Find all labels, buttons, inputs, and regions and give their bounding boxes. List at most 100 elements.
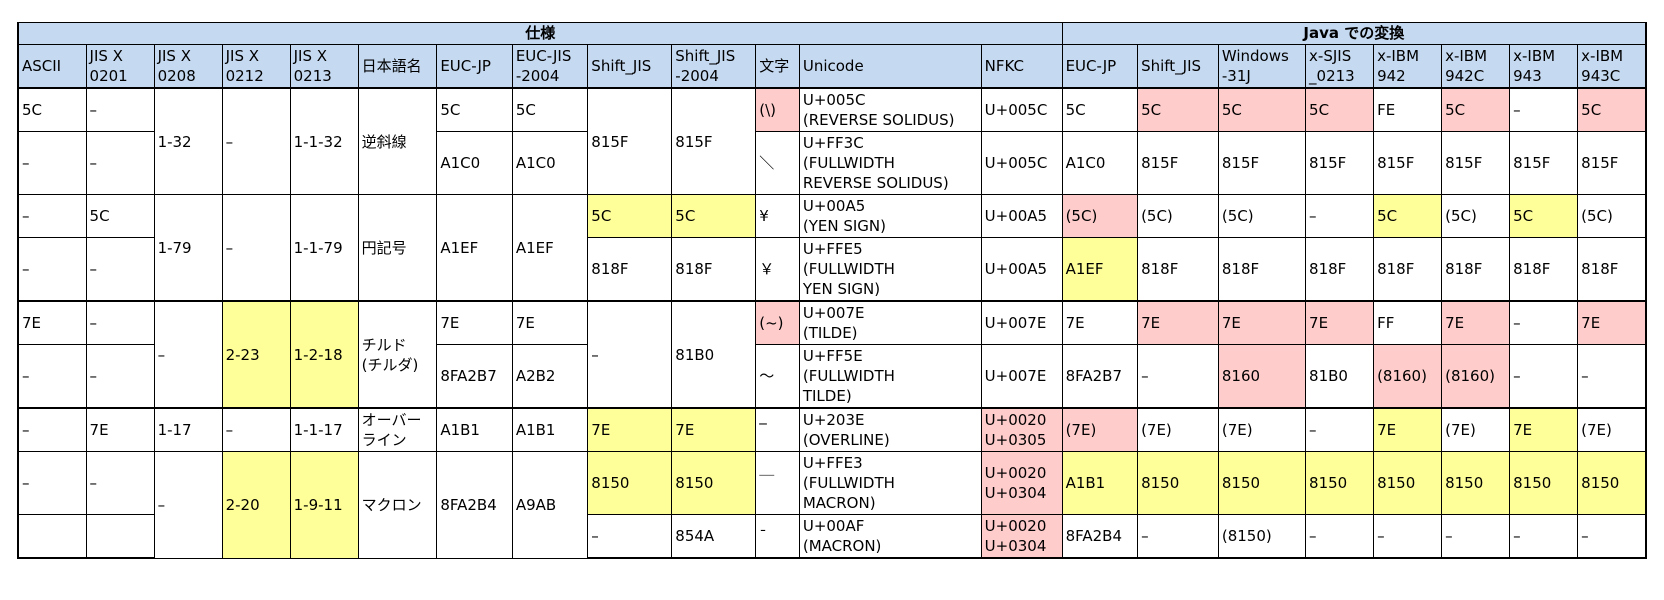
cell-shift-jis-2004: 81B0 <box>671 300 757 409</box>
column-header-row: ASCII JIS X 0201 JIS X 0208 JIS X 0212 J… <box>16 44 1648 89</box>
cell-jisx0208: 1-79 <box>153 194 223 302</box>
cell-char: ￥ <box>755 237 800 302</box>
col-java-x-ibm943c: x-IBM 943C <box>1577 44 1648 89</box>
table-row-tilde: 7E – – 2-23 1-2-18 チルド (チルダ) 7E 7E – 81B… <box>16 300 1648 409</box>
cell-jisx0212: 2-20 <box>221 451 291 559</box>
cell-java-x-ibm942c: (5C) <box>1441 194 1511 238</box>
cell-shift-jis-2004: 818F <box>671 237 757 302</box>
cell-java-euc-jp: A1C0 <box>1061 131 1139 195</box>
cell-shift-jis-2004: 854A <box>671 514 757 559</box>
cell-java-x-ibm943c: (7E) <box>1577 407 1648 452</box>
cell-ascii: 7E <box>16 300 87 345</box>
cell-ascii: – <box>16 407 87 452</box>
cell-java-euc-jp: 7E <box>1061 300 1139 345</box>
cell-java-shift-jis: (5C) <box>1137 194 1219 238</box>
cell-jisx0201: – <box>85 131 155 195</box>
cell-java-shift-jis: 5C <box>1137 87 1219 132</box>
cell-nfkc: U+0020 U+0305 <box>980 407 1063 452</box>
cell-java-windows-31j: 7E <box>1217 300 1307 345</box>
cell-char: ～ <box>755 344 800 409</box>
cell-nfkc: U+005C <box>980 87 1063 132</box>
cell-java-x-ibm943: – <box>1509 300 1579 345</box>
cell-java-x-ibm943c: – <box>1577 344 1648 409</box>
cell-java-x-ibm942c: 815F <box>1441 131 1511 195</box>
col-char: 文字 <box>755 44 800 89</box>
table-row-reverse-solidus: 5C – 1-32 – 1-1-32 逆斜線 5C 5C 815F 815F (… <box>16 87 1648 195</box>
cell-java-x-sjis-0213: 7E <box>1305 300 1375 345</box>
cell-java-x-ibm942: 7E <box>1373 407 1443 452</box>
cell-java-euc-jp: 8FA2B7 <box>1061 344 1139 409</box>
cell-char: ¥ <box>755 194 800 238</box>
cell-ascii: – <box>16 131 87 195</box>
cell-unicode: U+00AF (MACRON) <box>798 514 982 559</box>
cell-jisx0213: 1-1-79 <box>289 194 359 302</box>
cell-java-shift-jis: – <box>1137 344 1219 409</box>
cell-java-windows-31j: 815F <box>1217 131 1307 195</box>
cell-char: ‾ <box>755 407 800 452</box>
cell-java-x-ibm942: 818F <box>1373 237 1443 302</box>
cell-ascii: 5C <box>16 87 87 132</box>
cell-euc-jp: 5C <box>436 87 513 132</box>
table-row-yen-sign: – 5C 1-79 – 1-1-79 円記号 A1EF A1EF 5C 5C ¥… <box>16 194 1648 302</box>
table-row-macron: – 854A ¯ U+00AF (MACRON) U+0020 U+0304 8… <box>16 514 1648 559</box>
cell-shift-jis: – <box>587 514 673 559</box>
col-unicode: Unicode <box>798 44 982 89</box>
table-row-fullwidth-yen-sign: – – 818F 818F ￥ U+FFE5 (FULLWIDTH YEN SI… <box>16 237 1648 302</box>
cell-jisx0201: – <box>85 87 155 132</box>
cell-shift-jis-2004: 7E <box>671 407 757 452</box>
cell-jisx0201: – <box>85 451 155 515</box>
cell-nfkc: U+0020 U+0304 <box>980 514 1063 559</box>
col-shift-jis-2004: Shift_JIS -2004 <box>671 44 757 89</box>
cell-java-x-ibm942: 815F <box>1373 131 1443 195</box>
cell-japanese-name: オーバー ライン <box>357 407 438 452</box>
cell-jisx0201 <box>85 514 155 559</box>
cell-jisx0212: – <box>221 87 291 195</box>
cell-euc-jis-2004: 5C <box>511 87 589 132</box>
cell-jisx0201: 5C <box>85 194 155 238</box>
spec-group-header: 仕様 <box>16 22 1063 45</box>
cell-unicode: U+203E (OVERLINE) <box>798 407 982 452</box>
cell-java-x-ibm942: – <box>1373 514 1443 559</box>
cell-java-x-ibm942c: 8150 <box>1441 451 1511 515</box>
cell-euc-jis-2004: A1C0 <box>511 131 589 195</box>
cell-java-euc-jp: 8FA2B4 <box>1061 514 1139 559</box>
cell-jisx0201: 7E <box>85 407 155 452</box>
cell-japanese-name: マクロン <box>357 451 438 559</box>
cell-unicode: U+FFE3 (FULLWIDTH MACRON) <box>798 451 982 515</box>
encoding-comparison-table: 仕様 Java での変換 ASCII JIS X 0201 JIS X 0208… <box>16 22 1648 559</box>
cell-ascii: – <box>16 237 87 302</box>
cell-java-x-sjis-0213: – <box>1305 514 1375 559</box>
cell-java-x-ibm942c: – <box>1441 514 1511 559</box>
cell-unicode: U+FF5E (FULLWIDTH TILDE) <box>798 344 982 409</box>
cell-java-x-sjis-0213: 81B0 <box>1305 344 1375 409</box>
cell-shift-jis: – <box>587 300 673 409</box>
cell-jisx0212: – <box>221 407 291 452</box>
table-row-fullwidth-reverse-solidus: – – A1C0 A1C0 ＼ U+FF3C (FULLWIDTH REVERS… <box>16 131 1648 195</box>
cell-jisx0208: 1-32 <box>153 87 223 195</box>
col-jisx0213: JIS X 0213 <box>289 44 359 89</box>
cell-char: ￣ <box>755 451 800 515</box>
cell-jisx0208: – <box>153 300 223 409</box>
cell-euc-jp: 8FA2B7 <box>436 344 513 409</box>
cell-java-windows-31j: 818F <box>1217 237 1307 302</box>
cell-jisx0212: 2-23 <box>221 300 291 409</box>
cell-char: (\) <box>755 87 800 132</box>
cell-unicode: U+FF3C (FULLWIDTH REVERSE SOLIDUS) <box>798 131 982 195</box>
col-euc-jis-2004: EUC-JIS -2004 <box>511 44 589 89</box>
cell-java-x-ibm943c: (5C) <box>1577 194 1648 238</box>
col-java-x-ibm942: x-IBM 942 <box>1373 44 1443 89</box>
cell-java-x-sjis-0213: 8150 <box>1305 451 1375 515</box>
col-java-x-ibm942c: x-IBM 942C <box>1441 44 1511 89</box>
col-shift-jis: Shift_JIS <box>587 44 673 89</box>
cell-java-x-sjis-0213: 815F <box>1305 131 1375 195</box>
cell-shift-jis: 818F <box>587 237 673 302</box>
cell-java-windows-31j: 5C <box>1217 87 1307 132</box>
cell-java-x-ibm942c: 7E <box>1441 300 1511 345</box>
table-row-fullwidth-tilde: – – 8FA2B7 A2B2 ～ U+FF5E (FULLWIDTH TILD… <box>16 344 1648 409</box>
cell-unicode: U+007E (TILDE) <box>798 300 982 345</box>
cell-java-windows-31j: (7E) <box>1217 407 1307 452</box>
cell-java-x-sjis-0213: 5C <box>1305 87 1375 132</box>
cell-java-shift-jis: 7E <box>1137 300 1219 345</box>
cell-euc-jp: A1B1 <box>436 407 513 452</box>
cell-java-x-ibm943c: 815F <box>1577 131 1648 195</box>
